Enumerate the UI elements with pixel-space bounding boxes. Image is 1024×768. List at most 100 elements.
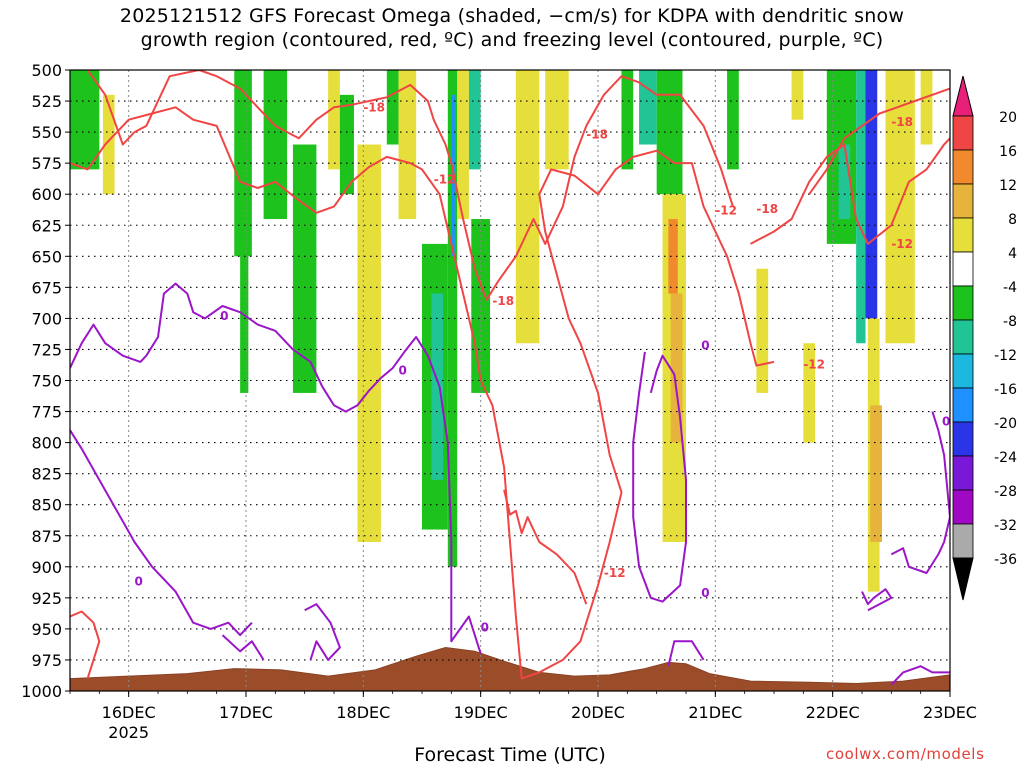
dendritic-label-0: -18: [363, 100, 385, 114]
freezing-contour-3: [304, 603, 341, 661]
colorbar: 20 16 12 8 4 -4 -8 -12 -16 -20 -24 -28 -32 -36: [952, 75, 1017, 601]
dendritic-label-6: -12: [803, 357, 825, 371]
omega-region-0: [70, 70, 100, 170]
x-tick-label-19DEC: 19DEC: [454, 703, 508, 722]
colorbar-label-4: 4: [1008, 246, 1017, 262]
colorbar-segment-8: [952, 387, 974, 423]
omega-region-19: [545, 70, 569, 170]
dendritic-contour-1: [70, 106, 775, 680]
omega-region-22: [656, 70, 683, 195]
dendritic-label-4: -12: [715, 203, 737, 217]
colorbar-top-arrow: [952, 75, 974, 117]
omega-region-1: [102, 94, 115, 195]
omega-region-25: [670, 293, 683, 443]
x-tick-label-17DEC: 17DEC: [219, 703, 273, 722]
terrain-layer: [70, 646, 950, 691]
y-tick-label-575: 575: [31, 154, 62, 173]
colorbar-segment-4: [952, 251, 974, 287]
colorbar-segment-5: [952, 285, 974, 321]
omega-shading-layer: [70, 70, 933, 592]
omega-region-28: [791, 70, 804, 120]
freezing-contour-6: [861, 588, 893, 612]
y-tick-label-900: 900: [31, 558, 62, 577]
y-tick-label-625: 625: [31, 216, 62, 235]
colorbar-label-9: -20: [994, 416, 1017, 432]
omega-region-4: [263, 70, 288, 220]
omega-region-5: [292, 144, 317, 393]
omega-region-21: [639, 70, 657, 145]
dendritic-contour-4: [503, 489, 588, 605]
colorbar-segment-6: [952, 319, 974, 355]
freezing-label-3: 0: [481, 621, 489, 635]
y-tick-label-600: 600: [31, 185, 62, 204]
dendritic-label-8: -12: [891, 237, 913, 251]
colorbar-segment-0: [952, 115, 974, 151]
dendritic-contour-3: [750, 137, 950, 245]
colorbar-bottom-arrow: [952, 557, 974, 601]
dendritic-label-7: -18: [891, 115, 913, 129]
freezing-contour-4: [632, 351, 687, 603]
colorbar-label-6: -8: [1003, 314, 1017, 330]
omega-region-31: [838, 144, 851, 220]
y-tick-label-750: 750: [31, 372, 62, 391]
dendritic-label-2: -12: [434, 172, 456, 186]
colorbar-segment-11: [952, 489, 974, 525]
y-tick-label-775: 775: [31, 403, 62, 422]
omega-region-16: [468, 70, 481, 170]
colorbar-label-13: -36: [994, 552, 1017, 568]
colorbar-segment-7: [952, 353, 974, 389]
omega-region-18: [515, 70, 540, 344]
omega-region-2: [234, 70, 252, 257]
colorbar-segment-10: [952, 455, 974, 491]
freezing-contour-7: [890, 411, 950, 574]
colorbar-segment-1: [952, 149, 974, 185]
colorbar-label-10: -24: [994, 450, 1017, 466]
freezing-label-5: 0: [701, 339, 709, 353]
omega-region-35: [870, 405, 882, 542]
terrain-surface: [70, 646, 950, 691]
gridlines: [70, 70, 950, 691]
x-tick-label-21DEC: 21DEC: [688, 703, 742, 722]
credit-link[interactable]: coolwx.com/models: [826, 745, 985, 763]
freezing-label-1: 0: [399, 364, 407, 378]
dendritic-label-1: -18: [586, 128, 608, 142]
y-tick-label-550: 550: [31, 123, 62, 142]
colorbar-label-3: 8: [1008, 212, 1017, 228]
freezing-label-4: 0: [701, 586, 709, 600]
omega-region-6: [328, 70, 340, 170]
dendritic-contour-5: [70, 610, 101, 679]
omega-region-12: [431, 293, 444, 480]
colorbar-label-2: 12: [999, 178, 1017, 194]
x-year-label: 2025: [108, 723, 149, 742]
colorbar-label-8: -16: [994, 382, 1017, 398]
colorbar-segment-2: [952, 183, 974, 219]
freezing-contour-0: [70, 282, 482, 655]
x-axis: 16DEC 17DEC 18DEC 19DEC 20DEC 21DEC 22DEC 23DEC…: [69, 691, 977, 742]
freezing-label-0: 0: [220, 309, 228, 323]
dendritic-label-3: -18: [492, 294, 514, 308]
omega-region-8: [357, 144, 381, 542]
colorbar-segment-12: [952, 523, 974, 559]
omega-region-36: [885, 70, 915, 344]
y-tick-label-675: 675: [31, 278, 62, 297]
y-tick-label-875: 875: [31, 527, 62, 546]
colorbar-label-1: 16: [999, 144, 1017, 160]
omega-region-26: [727, 70, 739, 170]
y-tick-label-700: 700: [31, 309, 62, 328]
omega-region-10: [398, 70, 417, 220]
contour-label-layer: -18 -18 -12 -18 -12 -18 -12 -18 -12 -12 0 0 0 0 0 0 0: [135, 100, 951, 634]
freezing-label-6: 0: [942, 414, 950, 428]
y-tick-label-650: 650: [31, 247, 62, 266]
y-tick-label-950: 950: [31, 620, 62, 639]
x-tick-label-22DEC: 22DEC: [806, 703, 860, 722]
y-tick-label-525: 525: [31, 92, 62, 111]
colorbar-label-0: 20: [999, 110, 1017, 126]
colorbar-label-11: -28: [994, 484, 1017, 500]
omega-region-13: [447, 70, 458, 567]
omega-region-15: [457, 70, 469, 220]
omega-region-27: [756, 268, 769, 393]
y-tick-label-850: 850: [31, 496, 62, 515]
y-tick-label-800: 800: [31, 434, 62, 453]
omega-region-24: [668, 219, 678, 294]
